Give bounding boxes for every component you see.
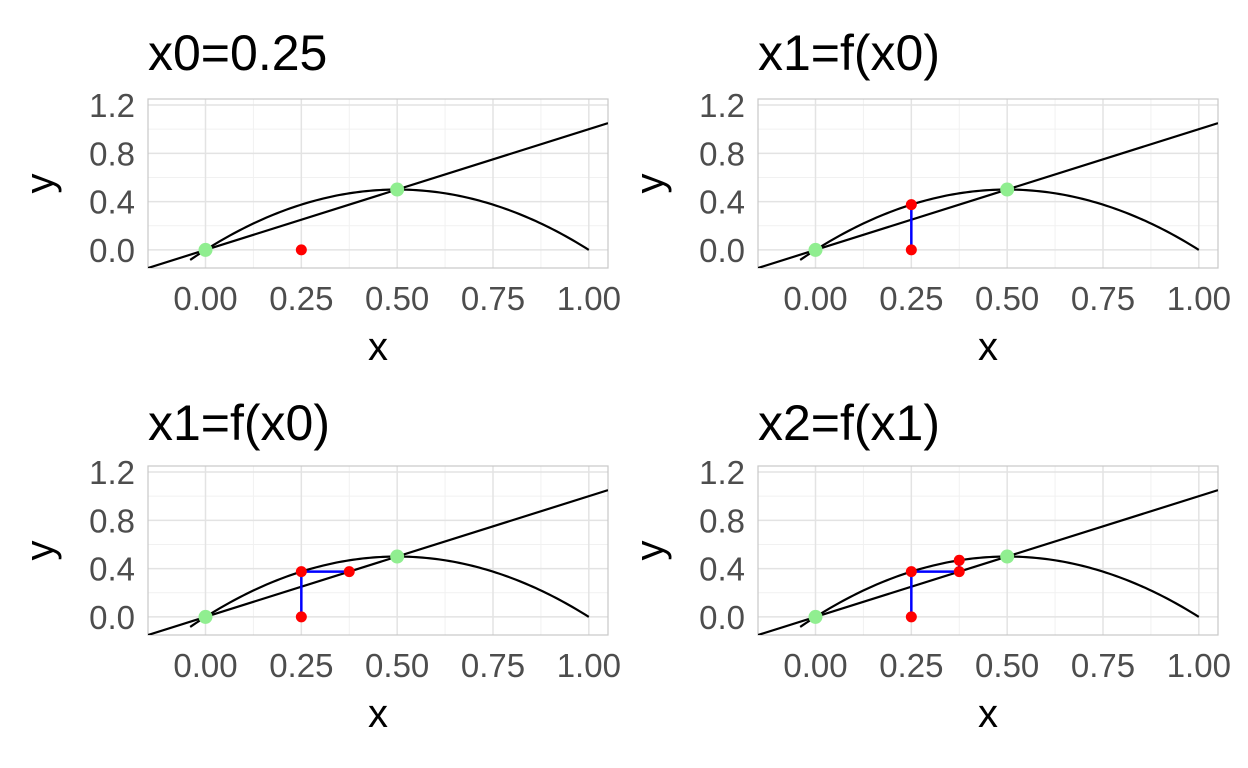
map-curve — [799, 188, 1200, 261]
panel-title: x2=f(x1) — [758, 395, 940, 451]
x-tick-label: 0.50 — [975, 280, 1039, 317]
iterate-point-1 — [295, 244, 307, 256]
x-tick-label: 0.00 — [783, 280, 847, 317]
iterate-point-1 — [905, 244, 917, 256]
x-tick-label: 0.25 — [879, 647, 943, 684]
x-tick-label: 0.50 — [365, 280, 429, 317]
identity-line — [148, 122, 608, 268]
y-tick-label: 0.4 — [89, 184, 135, 221]
plot-area — [758, 489, 1218, 635]
y-tick-label: 0.0 — [89, 232, 135, 269]
panel-3: 0.00 0.25 0.50 0.75 1.00 0.0 0.4 0.8 1.2 x y x1=f(x… — [18, 395, 621, 736]
x-tick-label: 1.00 — [557, 280, 621, 317]
y-tick-label: 1.2 — [89, 87, 135, 124]
panel-title: x0=0.25 — [148, 25, 327, 81]
identity-line — [758, 489, 1218, 635]
y-tick-label: 0.0 — [699, 599, 745, 636]
y-tick-label: 0.4 — [699, 551, 745, 588]
panel-border — [757, 98, 1219, 269]
y-tick-label: 0.8 — [89, 502, 135, 539]
y-tick-label: 1.2 — [699, 87, 745, 124]
panel-border — [757, 465, 1219, 636]
iterate-point-1 — [295, 611, 307, 623]
y-tick-label: 0.8 — [89, 135, 135, 172]
x-tick-label: 0.75 — [1071, 647, 1135, 684]
x-axis-title: x — [978, 325, 998, 369]
iterate-point-2 — [905, 566, 917, 578]
y-tick-label: 0.0 — [89, 599, 135, 636]
plot-area — [148, 489, 608, 635]
iterate-point-4 — [953, 554, 965, 566]
map-curve — [799, 555, 1200, 628]
x-tick-label: 0.00 — [173, 280, 237, 317]
y-axis-title: y — [628, 541, 672, 561]
fixed-point-2 — [390, 182, 405, 197]
map-curve — [189, 188, 590, 261]
x-axis-title: x — [368, 692, 388, 736]
fixed-point-1 — [808, 609, 823, 624]
iterate-point-3 — [343, 566, 355, 578]
y-tick-label: 0.4 — [89, 551, 135, 588]
fixed-point-2 — [1000, 549, 1015, 564]
panel-2: 0.00 0.25 0.50 0.75 1.00 0.0 0.4 0.8 1.2 x y x1=f(x… — [628, 25, 1231, 369]
y-axis-title: y — [628, 174, 672, 194]
x-tick-label: 0.75 — [461, 280, 525, 317]
y-tick-label: 1.2 — [89, 454, 135, 491]
fixed-point-1 — [198, 242, 213, 257]
panel-border — [147, 98, 609, 269]
panel-4: 0.00 0.25 0.50 0.75 1.00 0.0 0.4 0.8 1.2 x y x2=f(x… — [628, 395, 1231, 736]
fixed-point-1 — [808, 242, 823, 257]
iterate-point-3 — [953, 566, 965, 578]
plot-area — [148, 122, 608, 268]
fixed-point-2 — [1000, 182, 1015, 197]
x-tick-label: 0.50 — [975, 647, 1039, 684]
x-tick-label: 0.00 — [173, 647, 237, 684]
x-tick-label: 1.00 — [1167, 647, 1231, 684]
x-tick-label: 1.00 — [1167, 280, 1231, 317]
x-axis-title: x — [368, 325, 388, 369]
fixed-point-1 — [198, 609, 213, 624]
cobweb-path — [910, 560, 961, 617]
y-tick-label: 0.8 — [699, 502, 745, 539]
x-tick-label: 0.25 — [269, 647, 333, 684]
identity-line — [758, 122, 1218, 268]
panel-title: x1=f(x0) — [758, 25, 940, 81]
panel-border — [147, 465, 609, 636]
x-tick-label: 0.50 — [365, 647, 429, 684]
panel-title: x1=f(x0) — [148, 395, 330, 451]
iterate-point-2 — [905, 199, 917, 211]
fixed-point-2 — [390, 549, 405, 564]
plot-area — [758, 122, 1218, 268]
x-tick-label: 0.75 — [1071, 280, 1135, 317]
x-tick-label: 1.00 — [557, 647, 621, 684]
map-curve — [189, 555, 590, 628]
x-tick-label: 0.75 — [461, 647, 525, 684]
y-axis-title: y — [18, 174, 62, 194]
x-tick-label: 0.00 — [783, 647, 847, 684]
y-axis-title: y — [18, 541, 62, 561]
x-axis-title: x — [978, 692, 998, 736]
y-tick-label: 1.2 — [699, 454, 745, 491]
x-tick-label: 0.25 — [269, 280, 333, 317]
iterate-point-2 — [295, 566, 307, 578]
identity-line — [148, 489, 608, 635]
y-tick-label: 0.8 — [699, 135, 745, 172]
x-tick-label: 0.25 — [879, 280, 943, 317]
iterate-point-1 — [905, 611, 917, 623]
y-tick-label: 0.0 — [699, 232, 745, 269]
panel-1: 0.00 0.25 0.50 0.75 1.00 0.0 0.4 0.8 1.2 x y x0=0.2… — [18, 25, 621, 369]
y-tick-label: 0.4 — [699, 184, 745, 221]
